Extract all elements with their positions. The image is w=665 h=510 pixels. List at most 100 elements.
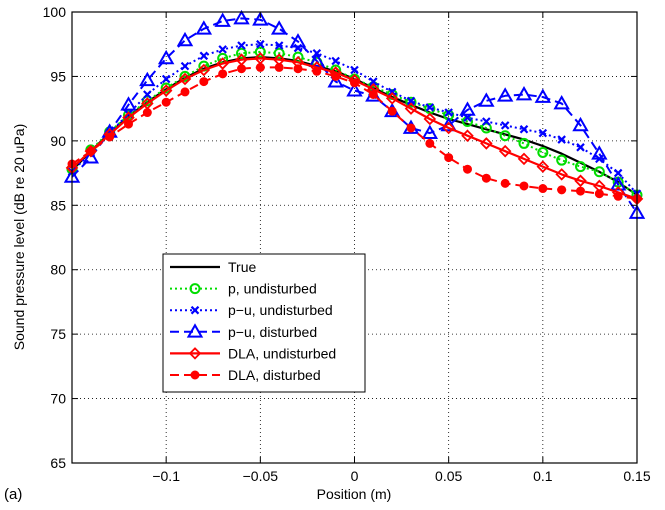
data-point (553, 94, 570, 110)
legend-marker (190, 305, 200, 315)
data-point (591, 145, 608, 160)
x-tick-label: −0.1 (152, 468, 180, 484)
data-point (252, 11, 269, 26)
data-point (124, 119, 133, 129)
data-point (518, 137, 530, 149)
data-point (480, 122, 492, 134)
data-point (425, 103, 435, 112)
data-point (575, 161, 586, 173)
data-point (86, 146, 96, 156)
axis-ticks: −0.1 −0.05 0 0.05 0.1 0.15 65 70 75 80 85 90 95 100 (43, 4, 651, 484)
data-point (576, 143, 585, 152)
data-point (421, 124, 439, 140)
data-point (350, 65, 359, 75)
legend-box (162, 253, 366, 393)
data-point (237, 41, 246, 50)
legend-label: DLA, disturbed (228, 367, 321, 383)
data-point (273, 47, 285, 59)
data-point (368, 89, 378, 99)
data-point (218, 69, 228, 79)
data-point (199, 77, 209, 87)
data-point (481, 173, 491, 183)
data-point (463, 164, 472, 174)
data-point (555, 168, 568, 181)
data-point (536, 160, 550, 173)
data-point (556, 154, 568, 166)
legend-label: True (228, 259, 256, 275)
data-point (478, 92, 495, 107)
data-point (496, 87, 514, 102)
legend-label: p, undisturbed (228, 281, 317, 297)
x-tick-label: 0.1 (533, 468, 553, 484)
data-point (444, 108, 453, 117)
data-point (572, 116, 589, 132)
data-point (609, 176, 627, 191)
panel-label: (a) (4, 486, 22, 503)
legend-item-p-undisturbed: p, undisturbed (170, 281, 317, 297)
legend-item-p-u-undisturbed: p−u, undisturbed (170, 302, 333, 318)
data-point (613, 168, 623, 178)
data-point (142, 108, 152, 118)
data-point (537, 146, 549, 158)
data-point (387, 87, 397, 97)
data-point (178, 72, 192, 86)
data-point (312, 66, 322, 76)
legend-marker (189, 283, 201, 295)
data-point (331, 56, 340, 66)
x-tick-label: −0.05 (243, 468, 279, 484)
data-point (254, 46, 266, 58)
data-point (387, 106, 397, 116)
data-point (274, 62, 284, 72)
data-point (346, 82, 363, 97)
data-point (180, 61, 190, 71)
data-point (440, 116, 457, 132)
legend: True p, undisturbed p−u, undisturbed p−u, d… (162, 253, 366, 393)
data-point (594, 189, 604, 199)
data-point (161, 74, 171, 84)
series-dla-disturbed (67, 62, 642, 204)
data-point (593, 166, 605, 178)
data-point (350, 78, 359, 88)
data-point (180, 87, 190, 97)
data-point (498, 144, 512, 158)
data-point (327, 73, 344, 88)
y-tick-label: 70 (50, 391, 66, 407)
data-point (425, 138, 435, 148)
data-point (120, 96, 137, 111)
legend-marker (188, 347, 202, 360)
legend-item-true: True (170, 259, 256, 275)
data-point (237, 64, 246, 74)
x-axis-label: Position (m) (317, 486, 392, 502)
legend-label: p−u, disturbed (228, 324, 317, 340)
data-point (233, 9, 250, 25)
data-point (143, 90, 152, 99)
data-point (461, 129, 474, 142)
data-point (423, 112, 437, 126)
data-point (159, 84, 173, 97)
data-point (406, 96, 416, 106)
legend-marker (186, 323, 204, 338)
y-tick-label: 100 (43, 4, 67, 20)
series-line (71, 17, 638, 214)
data-point (195, 20, 213, 35)
data-point (519, 181, 529, 191)
data-point (270, 20, 288, 35)
data-point (385, 92, 399, 105)
data-point (500, 178, 510, 188)
data-point (82, 149, 100, 164)
data-point (459, 101, 476, 116)
data-point (157, 49, 175, 65)
data-point (557, 135, 566, 144)
data-point (236, 47, 247, 59)
data-point (176, 31, 194, 47)
data-point (480, 137, 493, 150)
x-tick-label: 0 (351, 468, 359, 484)
data-point (406, 123, 416, 133)
data-point (331, 71, 341, 81)
data-point (515, 85, 533, 101)
data-point (289, 33, 307, 48)
data-point (369, 77, 378, 86)
legend-marker (190, 370, 200, 380)
data-point (214, 12, 231, 27)
